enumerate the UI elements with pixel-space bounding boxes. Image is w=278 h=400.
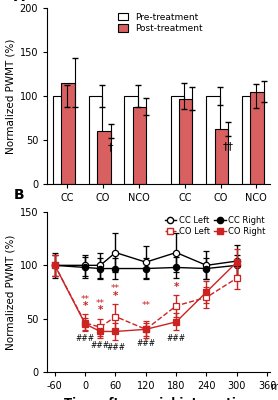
Bar [206,96,220,184]
Text: ###: ### [76,334,95,342]
Legend: CC Left, CO Left, CC Right, CO Right: CC Left, CO Left, CC Right, CO Right [165,216,265,236]
Text: *: * [83,301,88,311]
X-axis label: Time after social interaction: Time after social interaction [64,396,253,400]
Text: *: * [98,306,103,316]
Text: ††: †† [223,141,234,151]
Text: A: A [14,0,25,4]
Bar [250,92,264,184]
Text: †: † [108,143,113,153]
Text: **: ** [96,299,105,308]
Bar [179,99,192,184]
Bar [97,131,111,184]
Bar [171,96,184,184]
Bar [61,83,75,184]
Text: min: min [270,382,278,392]
Text: ###: ### [91,341,110,350]
Bar [89,96,102,184]
Bar [53,96,67,184]
Y-axis label: Normalized PWMT (%): Normalized PWMT (%) [6,234,16,350]
Text: ###: ### [106,343,125,352]
Bar [125,96,138,184]
Text: **: ** [81,295,90,304]
Text: ###: ### [167,334,186,342]
Text: *: * [173,282,179,292]
Y-axis label: Normalized PWMT (%): Normalized PWMT (%) [6,38,16,154]
Text: *: * [113,290,118,300]
Text: B: B [14,188,24,202]
Legend: Pre-treatment, Post-treatment: Pre-treatment, Post-treatment [118,12,202,33]
Text: ###: ### [136,339,155,348]
Text: **: ** [141,301,150,310]
Bar [133,106,146,184]
Text: **: ** [111,284,120,293]
Bar [242,96,255,184]
Bar [215,130,228,184]
